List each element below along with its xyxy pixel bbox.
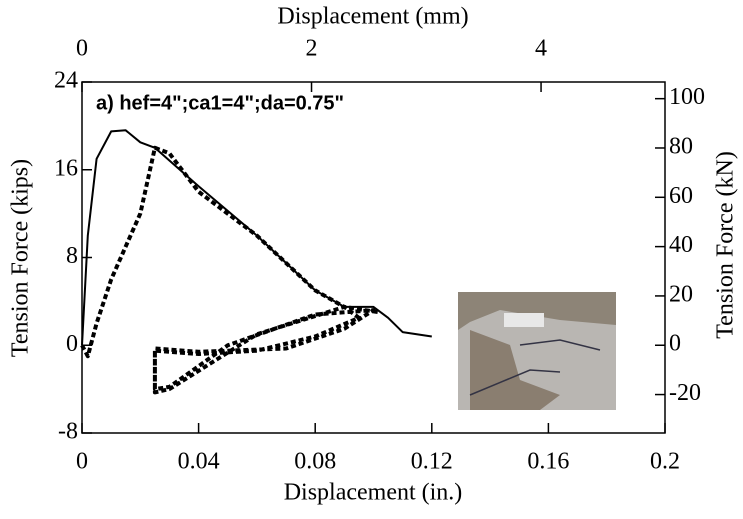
y-tick-label: 16 [54,155,78,181]
photo-region [470,330,560,410]
annotation: a) hef=4";ca1=4";da=0.75" [96,92,344,114]
x-tick-label: 0.08 [294,449,336,475]
x-tick-label: 0.2 [650,449,680,475]
y-tick-label: 24 [54,68,78,94]
y2-tick-label: 80 [669,133,693,159]
y2-tick-label: 40 [669,232,693,258]
data-line [80,145,380,395]
y-tick-label: 0 [66,331,78,357]
data-line [81,129,432,346]
x-tick-label: 0.12 [411,449,453,475]
x2-tick-label: 4 [535,36,547,62]
y-tick-label: -8 [58,419,78,445]
x-axis-label: Displacement (in.) [284,480,463,506]
inset-photo [458,292,616,410]
x2-tick-label: 2 [306,36,318,62]
y-axis-label: Tension Force (kips) [8,159,34,357]
y2-tick-label: 100 [669,84,705,110]
y2-axis-label: Tension Force (kN) [713,151,739,339]
y2-tick-label: 20 [669,281,693,307]
y-tick-label: 8 [66,243,78,269]
photo-region [458,292,616,330]
y2-tick-label: 60 [669,183,693,209]
y2-tick-label: 0 [669,331,681,357]
x2-axis-label: Displacement (mm) [277,4,468,30]
photo-label [504,313,544,327]
y2-tick-label: -20 [669,380,701,406]
x-tick-label: 0.16 [527,449,569,475]
photo-crack [469,339,601,396]
x-tick-label: 0.04 [178,449,220,475]
x2-tick-label: 0 [76,36,88,62]
x-tick-label: 0 [76,449,88,475]
